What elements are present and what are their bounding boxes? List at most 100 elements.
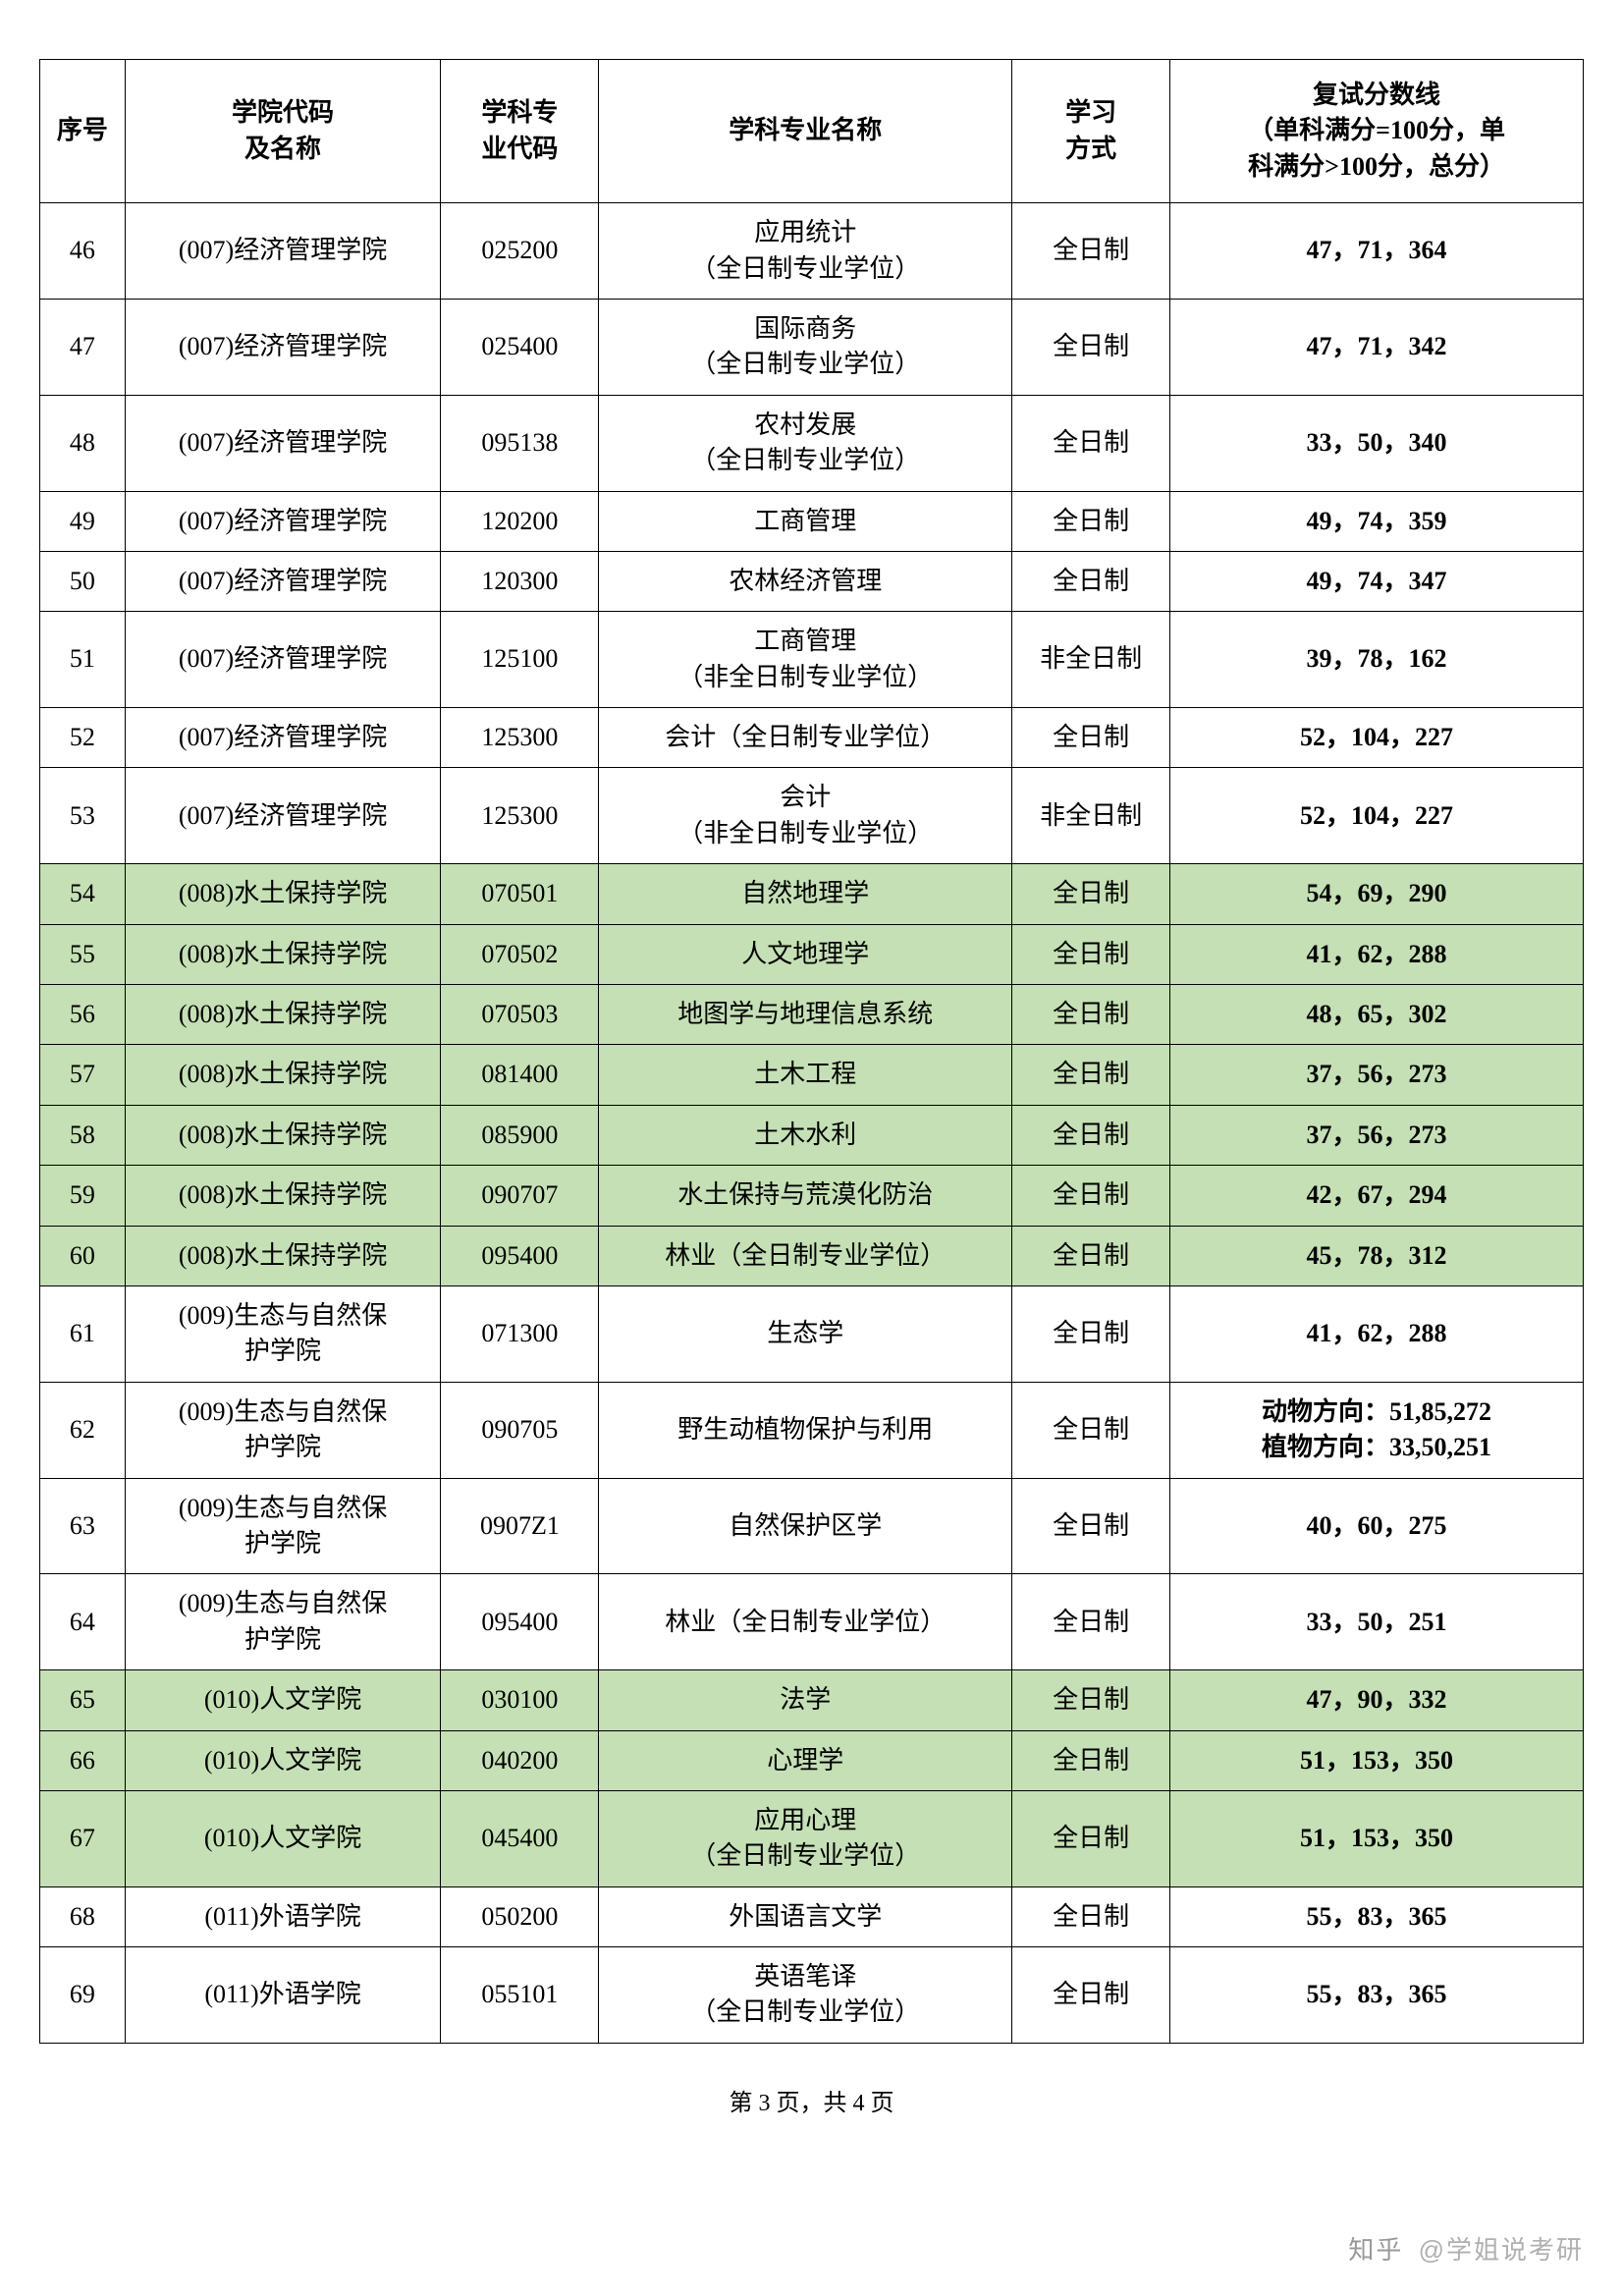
table-row: 65(010)人文学院030100法学全日制47，90，332 (40, 1670, 1584, 1730)
watermark-text: @学姐说考研 (1419, 2235, 1584, 2265)
cell-major: 自然地理学 (599, 864, 1012, 924)
cell-major: 林业（全日制专业学位） (599, 1574, 1012, 1670)
cell-seq: 47 (40, 299, 126, 395)
table-row: 53(007)经济管理学院125300会计（非全日制专业学位）非全日制52，10… (40, 768, 1584, 864)
cell-code: 125300 (441, 708, 599, 768)
cell-mode: 全日制 (1012, 1574, 1170, 1670)
cell-major: 心理学 (599, 1730, 1012, 1790)
table-row: 67(010)人文学院045400应用心理（全日制专业学位）全日制51，153，… (40, 1790, 1584, 1886)
cell-college: (009)生态与自然保护学院 (125, 1478, 441, 1574)
cell-major: 应用心理（全日制专业学位） (599, 1790, 1012, 1886)
table-row: 52(007)经济管理学院125300会计（全日制专业学位）全日制52，104，… (40, 708, 1584, 768)
cell-college: (008)水土保持学院 (125, 864, 441, 924)
cell-college: (011)外语学院 (125, 1947, 441, 2044)
cell-mode: 全日制 (1012, 1105, 1170, 1165)
table-row: 54(008)水土保持学院070501自然地理学全日制54，69，290 (40, 864, 1584, 924)
cell-score: 52，104，227 (1170, 768, 1584, 864)
cell-mode: 全日制 (1012, 1886, 1170, 1946)
cell-score: 47，71，364 (1170, 203, 1584, 300)
cell-score: 55，83，365 (1170, 1947, 1584, 2044)
cell-code: 095400 (441, 1574, 599, 1670)
cell-code: 030100 (441, 1670, 599, 1730)
cell-major: 土木水利 (599, 1105, 1012, 1165)
cell-code: 050200 (441, 1886, 599, 1946)
cell-major: 会计（全日制专业学位） (599, 708, 1012, 768)
table-row: 46(007)经济管理学院025200应用统计（全日制专业学位）全日制47，71… (40, 203, 1584, 300)
cell-code: 081400 (441, 1045, 599, 1105)
cell-score: 37，56，273 (1170, 1105, 1584, 1165)
cell-college: (007)经济管理学院 (125, 708, 441, 768)
table-body: 46(007)经济管理学院025200应用统计（全日制专业学位）全日制47，71… (40, 203, 1584, 2044)
cell-seq: 52 (40, 708, 126, 768)
cell-major: 野生动植物保护与利用 (599, 1382, 1012, 1478)
cell-seq: 68 (40, 1886, 126, 1946)
table-row: 61(009)生态与自然保护学院071300生态学全日制41，62，288 (40, 1285, 1584, 1382)
cell-mode: 全日制 (1012, 1730, 1170, 1790)
cell-major: 农村发展（全日制专业学位） (599, 395, 1012, 491)
cell-major: 自然保护区学 (599, 1478, 1012, 1574)
cell-mode: 全日制 (1012, 551, 1170, 611)
cell-score: 42，67，294 (1170, 1166, 1584, 1226)
cell-code: 070502 (441, 924, 599, 984)
watermark: 知乎 @学姐说考研 (1348, 2230, 1584, 2267)
cell-seq: 50 (40, 551, 126, 611)
cell-score: 54，69，290 (1170, 864, 1584, 924)
cell-college: (007)经济管理学院 (125, 203, 441, 300)
cell-seq: 61 (40, 1285, 126, 1382)
cell-seq: 55 (40, 924, 126, 984)
cell-code: 025200 (441, 203, 599, 300)
cell-score: 47，71，342 (1170, 299, 1584, 395)
cell-code: 085900 (441, 1105, 599, 1165)
cell-mode: 全日制 (1012, 1478, 1170, 1574)
cell-seq: 60 (40, 1226, 126, 1285)
cell-seq: 57 (40, 1045, 126, 1105)
cell-seq: 59 (40, 1166, 126, 1226)
cell-major: 工商管理（非全日制专业学位） (599, 612, 1012, 708)
cell-score: 33，50，251 (1170, 1574, 1584, 1670)
table-row: 47(007)经济管理学院025400国际商务（全日制专业学位）全日制47，71… (40, 299, 1584, 395)
cell-mode: 全日制 (1012, 1285, 1170, 1382)
cell-score: 41，62，288 (1170, 1285, 1584, 1382)
cell-major: 工商管理 (599, 491, 1012, 551)
cell-code: 025400 (441, 299, 599, 395)
table-row: 56(008)水土保持学院070503地图学与地理信息系统全日制48，65，30… (40, 985, 1584, 1045)
cell-college: (007)经济管理学院 (125, 395, 441, 491)
cell-score: 55，83，365 (1170, 1886, 1584, 1946)
cell-seq: 62 (40, 1382, 126, 1478)
score-table: 序号 学院代码及名称 学科专业代码 学科专业名称 学习方式 复试分数线（单科满分… (39, 59, 1584, 2044)
table-row: 59(008)水土保持学院090707水土保持与荒漠化防治全日制42，67，29… (40, 1166, 1584, 1226)
cell-mode: 全日制 (1012, 299, 1170, 395)
cell-code: 055101 (441, 1947, 599, 2044)
cell-score: 39，78，162 (1170, 612, 1584, 708)
cell-mode: 全日制 (1012, 985, 1170, 1045)
cell-college: (009)生态与自然保护学院 (125, 1382, 441, 1478)
cell-score: 51，153，350 (1170, 1730, 1584, 1790)
cell-seq: 64 (40, 1574, 126, 1670)
cell-code: 071300 (441, 1285, 599, 1382)
cell-college: (008)水土保持学院 (125, 1045, 441, 1105)
cell-code: 090705 (441, 1382, 599, 1478)
cell-mode: 全日制 (1012, 395, 1170, 491)
cell-mode: 全日制 (1012, 708, 1170, 768)
cell-college: (008)水土保持学院 (125, 1226, 441, 1285)
cell-seq: 46 (40, 203, 126, 300)
cell-seq: 63 (40, 1478, 126, 1574)
cell-mode: 非全日制 (1012, 612, 1170, 708)
cell-code: 0907Z1 (441, 1478, 599, 1574)
cell-mode: 全日制 (1012, 924, 1170, 984)
cell-college: (007)经济管理学院 (125, 551, 441, 611)
cell-score: 51，153，350 (1170, 1790, 1584, 1886)
cell-college: (010)人文学院 (125, 1790, 441, 1886)
cell-seq: 56 (40, 985, 126, 1045)
table-row: 62(009)生态与自然保护学院090705野生动植物保护与利用全日制动物方向：… (40, 1382, 1584, 1478)
cell-mode: 全日制 (1012, 1670, 1170, 1730)
cell-mode: 非全日制 (1012, 768, 1170, 864)
cell-mode: 全日制 (1012, 1045, 1170, 1105)
cell-major: 人文地理学 (599, 924, 1012, 984)
cell-major: 生态学 (599, 1285, 1012, 1382)
cell-major: 土木工程 (599, 1045, 1012, 1105)
cell-score: 47，90，332 (1170, 1670, 1584, 1730)
cell-code: 125300 (441, 768, 599, 864)
cell-college: (008)水土保持学院 (125, 924, 441, 984)
table-header: 序号 学院代码及名称 学科专业代码 学科专业名称 学习方式 复试分数线（单科满分… (40, 60, 1584, 203)
